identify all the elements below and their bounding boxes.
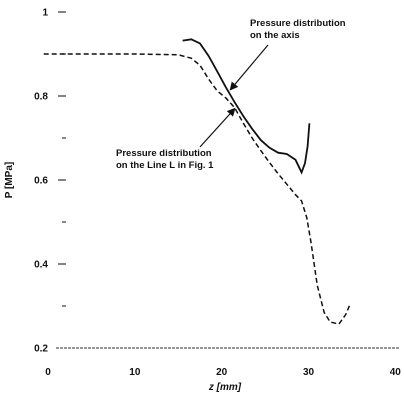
tick-marks xyxy=(58,11,66,307)
x-tick-label-4: 40 xyxy=(390,367,402,378)
series-line-solid xyxy=(182,38,311,175)
annotation-line-l: Pressure distribution on the Line L in F… xyxy=(116,148,214,171)
annotation-line-l-line-2: on the Line L in Fig. 1 xyxy=(116,160,214,171)
annotation-arrow-line-l xyxy=(199,107,236,148)
y-tick-label-3: 0.8 xyxy=(34,92,48,103)
tick-labels: 0.20.40.60.810 10 20 30 40 xyxy=(34,8,401,379)
y-axis-label: P [MPa] xyxy=(4,162,15,199)
series-line-dashed xyxy=(43,53,351,325)
annotation-axis: Pressure distribution on the axis xyxy=(250,18,348,41)
x-axis-label: z [mm] xyxy=(208,382,242,393)
annotation-axis-line-1: Pressure distribution xyxy=(250,18,346,29)
x-tick-label-0: 0 xyxy=(45,367,51,378)
y-tick-label-4: 1 xyxy=(42,8,48,19)
x-tick-label-1: 10 xyxy=(129,367,141,378)
series-group xyxy=(43,38,400,349)
x-tick-label-3: 30 xyxy=(303,367,315,378)
y-tick-label-0: 0.2 xyxy=(34,344,48,355)
x-tick-label-2: 20 xyxy=(216,367,228,378)
y-tick-label-1: 0.4 xyxy=(34,260,48,271)
y-tick-label-2: 0.6 xyxy=(34,176,48,187)
annotation-line-l-line-1: Pressure distribution xyxy=(116,148,212,159)
annotation-arrow-axis xyxy=(229,44,269,91)
annotations: Pressure distribution on the axis Pressu… xyxy=(116,18,348,171)
annotation-axis-line-2: on the axis xyxy=(250,30,300,41)
